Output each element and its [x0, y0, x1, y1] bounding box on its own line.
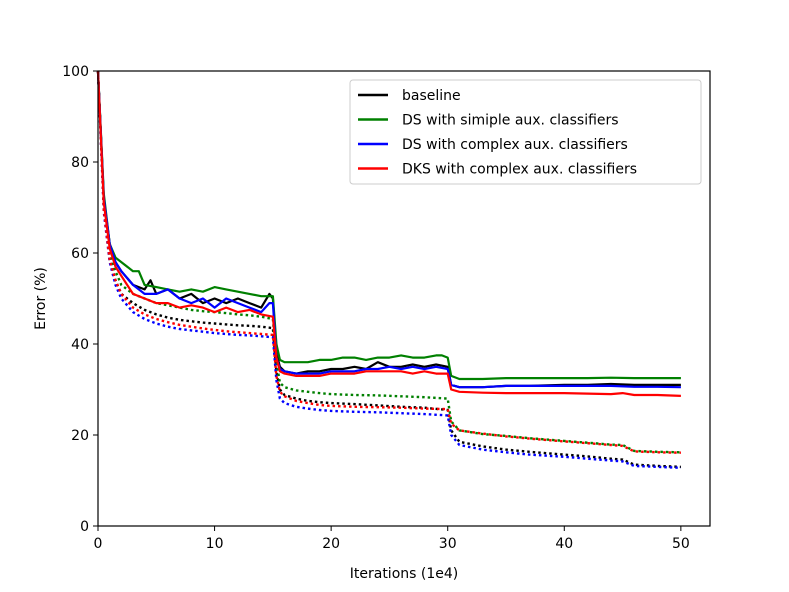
y-tick-label: 80: [71, 155, 89, 171]
legend-label: baseline: [402, 88, 461, 104]
series-line-ds-with-complex-aux-classifiers-2: [96, 70, 681, 389]
legend: baseline DS with simiple aux. classifiers…: [349, 79, 702, 185]
x-tick-label: 40: [555, 536, 573, 552]
y-axis-title: Error (%): [33, 267, 49, 330]
y-tick-label: 20: [71, 428, 89, 444]
series-line-dotted-unlabeled-7: [96, 70, 681, 454]
y-tick-label: 100: [62, 64, 89, 80]
x-tick-label: 50: [672, 536, 690, 552]
series-line-ds-with-simiple-aux-classifiers-1: [96, 70, 681, 381]
y-tick-label: 40: [71, 337, 89, 353]
y-tick-label: 0: [80, 519, 89, 535]
legend-label: DS with complex aux. classifiers: [402, 137, 628, 153]
x-tick-label: 20: [322, 536, 340, 552]
legend-label: DKS with complex aux. classifiers: [402, 162, 637, 178]
plot-frame: [97, 70, 711, 527]
series-layer: [96, 70, 681, 469]
legend-frame: [349, 79, 702, 185]
y-tick-label: 60: [71, 246, 89, 262]
series-line-dotted-unlabeled-6: [96, 70, 681, 469]
series-line-dotted-unlabeled-4: [96, 70, 681, 469]
legend-label: DS with simiple aux. classifiers: [402, 113, 619, 129]
series-line-dks-with-complex-aux-classifiers-3: [96, 70, 681, 397]
x-tick-label: 30: [439, 536, 457, 552]
x-axis-title: Iterations (1e4): [350, 566, 458, 582]
ticks-layer: 0 10 20 30 40 50 0 20 40 60 80 100: [62, 64, 690, 552]
x-tick-label: 0: [94, 536, 103, 552]
x-tick-label: 10: [206, 536, 224, 552]
